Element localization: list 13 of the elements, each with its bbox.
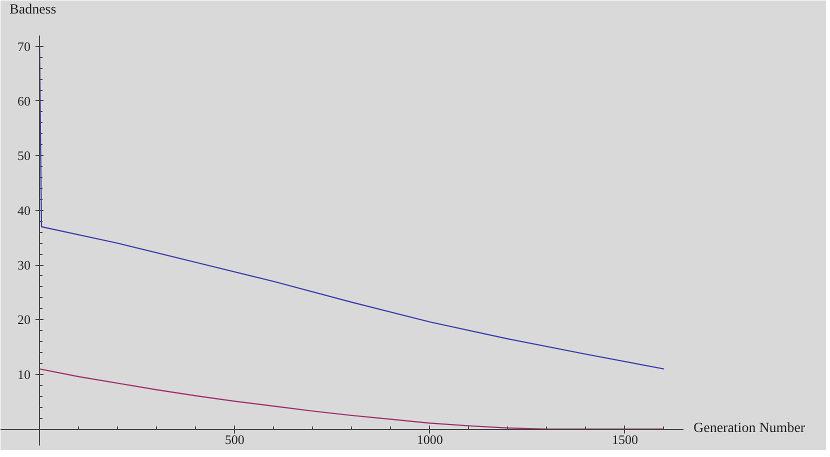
y-tick-label: 20 bbox=[18, 312, 31, 328]
x-tick-label: 1000 bbox=[416, 432, 443, 448]
x-axis-title: Generation Number bbox=[694, 421, 806, 436]
y-axis-title: Badness bbox=[10, 2, 56, 18]
y-tick-label: 10 bbox=[18, 366, 31, 382]
y-tick-label: 60 bbox=[18, 93, 31, 108]
y-tick-label: 50 bbox=[18, 148, 31, 164]
y-tick-label: 70 bbox=[18, 38, 31, 54]
y-tick-label: 30 bbox=[18, 258, 31, 273]
x-tick-label: 500 bbox=[224, 432, 244, 448]
x-tick-label: 1500 bbox=[612, 432, 638, 448]
y-tick-label: 40 bbox=[18, 202, 31, 218]
line-series bbox=[38, 368, 665, 430]
